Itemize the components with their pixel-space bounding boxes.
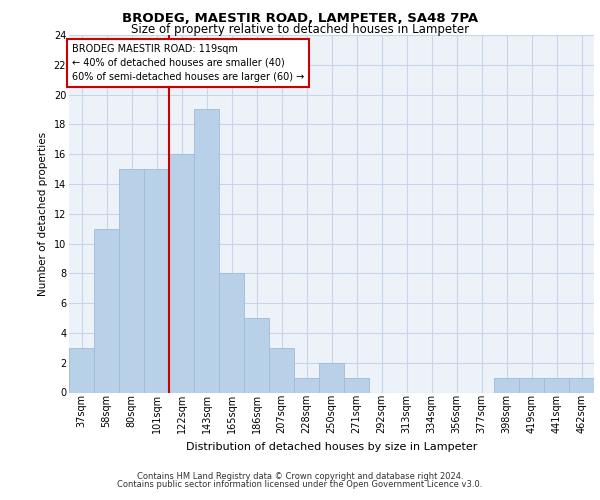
Bar [319, 362, 344, 392]
X-axis label: Distribution of detached houses by size in Lampeter: Distribution of detached houses by size … [186, 442, 477, 452]
Bar [519, 378, 544, 392]
Bar [169, 154, 194, 392]
Bar [144, 169, 169, 392]
Bar [569, 378, 594, 392]
Bar [69, 348, 94, 393]
Bar [294, 378, 319, 392]
Text: Contains HM Land Registry data © Crown copyright and database right 2024.: Contains HM Land Registry data © Crown c… [137, 472, 463, 481]
Bar [194, 110, 219, 393]
Bar [244, 318, 269, 392]
Y-axis label: Number of detached properties: Number of detached properties [38, 132, 48, 296]
Bar [119, 169, 144, 392]
Bar [219, 274, 244, 392]
Text: BRODEG, MAESTIR ROAD, LAMPETER, SA48 7PA: BRODEG, MAESTIR ROAD, LAMPETER, SA48 7PA [122, 12, 478, 24]
Bar [494, 378, 519, 392]
Bar [94, 228, 119, 392]
Bar [269, 348, 294, 393]
Text: Size of property relative to detached houses in Lampeter: Size of property relative to detached ho… [131, 22, 469, 36]
Text: Contains public sector information licensed under the Open Government Licence v3: Contains public sector information licen… [118, 480, 482, 489]
Bar [344, 378, 369, 392]
Bar [544, 378, 569, 392]
Text: BRODEG MAESTIR ROAD: 119sqm
← 40% of detached houses are smaller (40)
60% of sem: BRODEG MAESTIR ROAD: 119sqm ← 40% of det… [71, 44, 304, 82]
